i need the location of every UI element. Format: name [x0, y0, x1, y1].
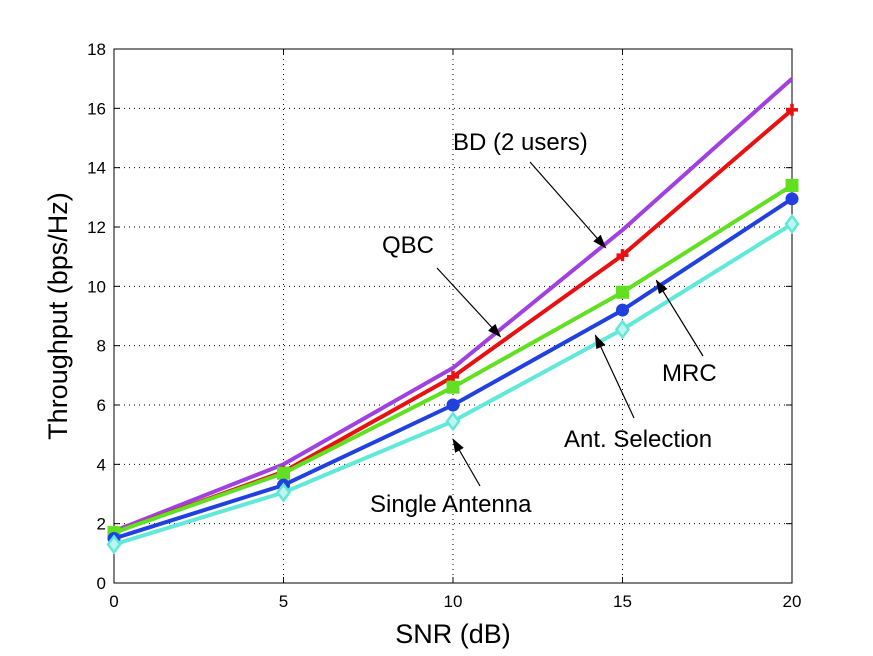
y-tick-label: 18: [87, 40, 106, 59]
data-point-qbc: [786, 103, 798, 116]
data-point-single-antenna: [275, 482, 292, 503]
data-point-mrc: [446, 380, 460, 394]
y-axis-label: Throughput (bps/Hz): [43, 192, 73, 440]
y-tick-label: 0: [97, 574, 106, 593]
data-point-ant-selection: [785, 192, 799, 206]
annotation-arrow-mrc: [655, 279, 704, 357]
annotation-label-ant-selection: Ant. Selection: [564, 426, 712, 453]
annotation-label-mrc: MRC: [662, 360, 717, 387]
x-tick-label: 5: [279, 592, 288, 611]
y-tick-label: 4: [97, 455, 106, 474]
y-tick-label: 8: [97, 337, 106, 356]
y-tick-label: 16: [87, 99, 106, 118]
series-line-bd-2-users: [113, 77, 794, 533]
x-tick-label: 0: [109, 592, 118, 611]
data-point-qbc: [616, 249, 629, 262]
x-tick-label: 20: [783, 592, 802, 611]
y-tick-label: 14: [87, 159, 106, 178]
annotation-arrow-bd-2-users: [529, 161, 607, 249]
data-point-single-antenna: [784, 213, 800, 235]
data-point-ant-selection: [616, 303, 629, 317]
data-point-mrc: [277, 466, 290, 480]
y-tick-label: 2: [97, 515, 106, 534]
data-point-single-antenna: [106, 534, 122, 555]
annotation-arrow-ant-selection: [594, 334, 635, 419]
annotation-label-qbc: QBC: [382, 232, 434, 259]
annotation-arrow-qbc: [436, 267, 502, 338]
annotation-arrow-single-antenna: [452, 438, 481, 487]
annotations-group: BD (2 users) QBC MRC Ant. Selection Single A…: [370, 129, 717, 518]
y-tick-label: 10: [87, 277, 106, 296]
data-point-mrc: [616, 285, 629, 299]
y-tick-label: 6: [97, 396, 106, 415]
data-point-single-antenna: [445, 411, 461, 432]
axis-ticks: 0 5 10 15 20 0 2 4 6 8 10 12 14 16 18: [87, 40, 801, 611]
data-point-single-antenna: [614, 319, 631, 340]
data-point-mrc: [785, 178, 799, 192]
y-tick-label: 12: [87, 218, 106, 237]
x-tick-label: 10: [444, 592, 463, 611]
series-group: [106, 77, 800, 555]
data-point-ant-selection: [446, 398, 460, 412]
annotation-label-single-antenna: Single Antenna: [370, 491, 532, 518]
x-axis-label: SNR (dB): [395, 619, 511, 649]
x-tick-label: 15: [613, 592, 632, 611]
annotation-label-bd-2-users: BD (2 users): [453, 129, 588, 156]
